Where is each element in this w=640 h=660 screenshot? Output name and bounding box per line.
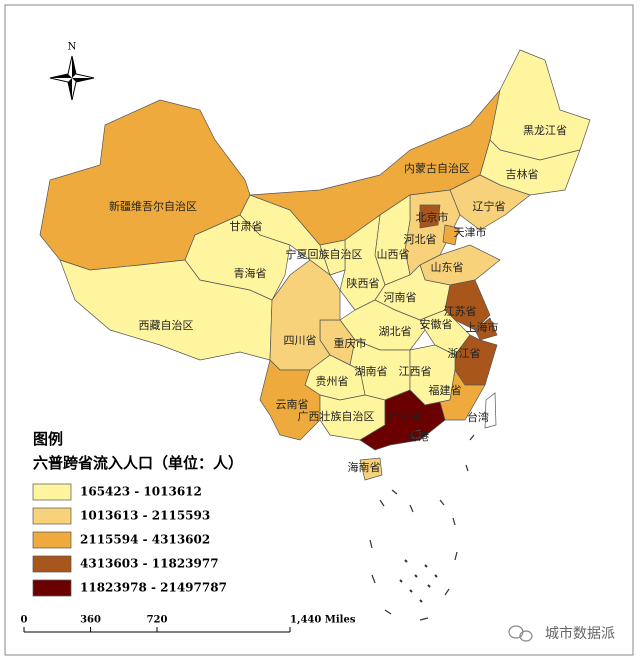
province-label: 辽宁省 <box>473 199 506 213</box>
province <box>439 369 486 421</box>
province-label: 广东省 <box>389 411 422 424</box>
province <box>442 224 459 246</box>
province-label: 上海市 <box>466 320 499 334</box>
north-arrow: N <box>49 42 95 101</box>
north-label: N <box>68 42 77 53</box>
legend-swatch <box>32 555 72 573</box>
scale-label: 720 <box>147 615 168 626</box>
province <box>419 204 441 229</box>
province-label: 河北省 <box>404 233 437 246</box>
legend-subtitle: 六普跨省流入人口（单位：人） <box>33 454 243 472</box>
province-label: 江西省 <box>399 365 432 378</box>
province-label: 山西省 <box>377 248 410 261</box>
province-label: 江苏省 <box>444 305 477 318</box>
south-sea-islands <box>369 434 475 621</box>
legend-label: 4313603 - 11823977 <box>80 557 219 571</box>
province-label: 台湾 <box>467 410 489 424</box>
province-label: 山东省 <box>431 261 464 274</box>
watermark: 城市数据派 <box>545 625 615 642</box>
legend-label: 1013613 - 2115593 <box>80 509 210 523</box>
scale-label: 360 <box>80 615 101 626</box>
province-label: 香港 <box>407 430 429 443</box>
province-label: 福建省 <box>429 383 462 397</box>
province-label: 重庆市 <box>334 336 367 350</box>
province-label: 西藏自治区 <box>139 318 194 332</box>
legend: 165423 - 1013612 1013613 - 2115593 2115594… <box>32 483 227 597</box>
province <box>319 239 346 276</box>
province-label: 甘肃省 <box>230 220 263 233</box>
watermark-icon <box>508 625 533 642</box>
province-label: 新疆维吾尔自治区 <box>109 199 197 213</box>
legend-title: 图例 <box>33 430 63 448</box>
legend-swatch <box>32 579 72 597</box>
scale-label: 0 <box>21 615 28 626</box>
province <box>359 389 446 451</box>
provinces <box>39 49 591 481</box>
province <box>474 317 498 341</box>
province-label: 吉林省 <box>506 167 539 181</box>
legend-label: 2115594 - 4313602 <box>80 533 210 547</box>
province-label: 云南省 <box>276 398 309 411</box>
province-label: 内蒙古自治区 <box>404 161 470 175</box>
province-label: 黑龙江省 <box>523 124 567 137</box>
province-label: 宁夏回族自治区 <box>286 247 363 261</box>
province-label: 北京市 <box>416 210 449 224</box>
province-label: 广西壮族自治区 <box>298 409 375 423</box>
province-label: 贵州省 <box>316 375 349 388</box>
province-label: 湖南省 <box>355 365 388 378</box>
province-label: 海南省 <box>348 460 381 474</box>
legend-swatch <box>32 507 72 525</box>
scale-label: 1,440 Miles <box>290 615 356 626</box>
province <box>359 457 383 481</box>
province-label: 湖北省 <box>379 325 412 338</box>
legend-swatch <box>32 483 72 501</box>
scale-bar: 0 360 720 1,440 Miles <box>21 615 356 633</box>
province-label: 陕西省 <box>347 276 380 290</box>
province-label: 河南省 <box>384 291 417 304</box>
province-label: 安徽省 <box>420 317 453 331</box>
province <box>411 429 421 439</box>
province-label: 青海省 <box>234 266 267 280</box>
legend-label: 11823978 - 21497787 <box>80 581 227 595</box>
legend-label: 165423 - 1013612 <box>80 485 202 499</box>
province-label: 浙江省 <box>448 347 481 360</box>
province-label: 四川省 <box>284 334 317 347</box>
province <box>484 392 497 429</box>
province-label: 天津市 <box>454 225 487 239</box>
legend-swatch <box>32 531 72 549</box>
